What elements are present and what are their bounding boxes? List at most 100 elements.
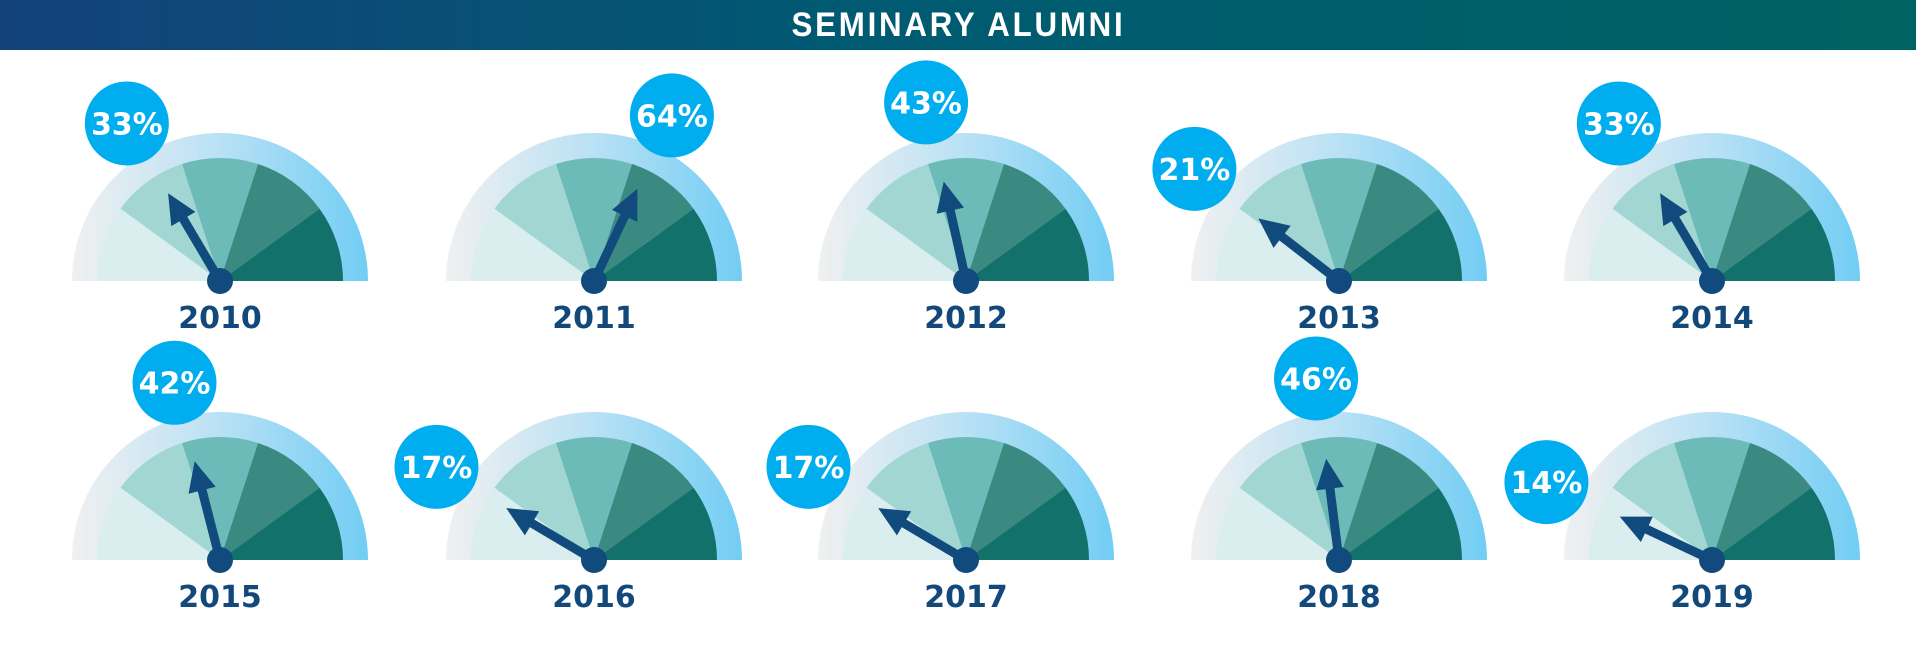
needle-pivot <box>953 268 979 294</box>
gauge-segment <box>1300 158 1378 281</box>
value-bubble <box>84 81 169 166</box>
gauge-segment <box>966 487 1089 560</box>
gauge-segment <box>1712 443 1812 560</box>
gauge-segment <box>1712 164 1812 281</box>
gauge-segment <box>471 208 594 281</box>
gauge-2012: 43% 2012 <box>818 60 1114 336</box>
gauge-segment <box>494 443 594 560</box>
gauge-segment <box>966 208 1089 281</box>
title-bar: SEMINARY ALUMNI <box>0 0 1916 50</box>
gauge-2016: 17% 2016 <box>394 412 742 615</box>
value-label: 33% <box>1583 107 1655 142</box>
gauge-segment <box>220 208 343 281</box>
year-label: 2015 <box>178 580 262 615</box>
value-label: 42% <box>139 367 211 402</box>
needle-pivot <box>1326 547 1352 573</box>
gauge-segment <box>966 164 1066 281</box>
needle-pivot <box>1326 268 1352 294</box>
year-label: 2016 <box>552 580 636 615</box>
gauge-2010: 33% 2010 <box>72 81 368 336</box>
gauge-2011: 64% 2011 <box>446 73 742 336</box>
needle-pivot <box>1699 268 1725 294</box>
value-bubble <box>1504 440 1589 525</box>
gauge-segment <box>1612 164 1712 281</box>
chart-title: SEMINARY ALUMNI <box>791 5 1125 44</box>
value-label: 17% <box>401 451 473 486</box>
year-label: 2011 <box>552 301 636 336</box>
value-label: 64% <box>636 99 708 134</box>
gauge-segment <box>594 208 717 281</box>
gauge-segment <box>594 164 694 281</box>
gauge-segment <box>594 443 694 560</box>
value-bubble <box>132 340 217 425</box>
gauge-segment <box>866 443 966 560</box>
gauge-segment <box>966 443 1066 560</box>
value-label: 33% <box>91 107 163 142</box>
value-bubble <box>766 424 851 509</box>
gauge-segment <box>927 437 1005 560</box>
gauge-segment <box>1339 487 1462 560</box>
needle-arrowhead <box>611 188 638 222</box>
value-label: 21% <box>1158 153 1230 188</box>
year-label: 2013 <box>1297 301 1381 336</box>
needle-arrowhead <box>188 461 216 494</box>
year-label: 2014 <box>1670 301 1754 336</box>
value-label: 46% <box>1280 362 1352 397</box>
gauge-segment <box>843 208 966 281</box>
gauge-2018: 46% 2018 <box>1191 336 1487 615</box>
needle-arrowhead <box>1316 458 1344 491</box>
gauge-segment <box>1339 164 1439 281</box>
gauge-segment <box>1673 436 1751 560</box>
gauge-2014: 33% 2014 <box>1564 81 1860 336</box>
gauge-2013: 21% 2013 <box>1152 126 1487 336</box>
needle-pivot <box>581 547 607 573</box>
needle-arrowhead <box>168 193 196 227</box>
year-label: 2017 <box>924 580 1008 615</box>
gauge-segment <box>1239 443 1339 560</box>
gauge-segment <box>181 437 259 560</box>
year-label: 2019 <box>1670 580 1754 615</box>
needle-arrowhead <box>1258 218 1291 248</box>
needle-pivot <box>1699 547 1725 573</box>
needle-arrowhead <box>506 508 540 536</box>
value-bubble <box>629 73 714 158</box>
gauge-segment <box>555 437 633 560</box>
value-bubble <box>1274 336 1359 421</box>
needle-arrowhead <box>1660 193 1688 227</box>
needle-arrowhead <box>1619 516 1653 543</box>
gauge-segment <box>1712 487 1835 560</box>
needle-pivot <box>207 547 233 573</box>
gauge-2015: 42% 2015 <box>72 340 368 615</box>
gauge-segment <box>555 158 633 281</box>
gauge-segment <box>1216 487 1339 560</box>
gauge-segment <box>1589 208 1712 281</box>
gauge-segment <box>220 443 320 560</box>
gauge-segment <box>866 164 966 281</box>
gauge-segment <box>97 208 220 281</box>
value-bubble <box>394 424 479 509</box>
needle-pivot <box>953 547 979 573</box>
needle-arrowhead <box>936 181 964 214</box>
gauge-segment <box>594 487 717 560</box>
gauge-2017: 17% 2017 <box>766 412 1114 615</box>
value-bubble <box>884 60 969 145</box>
value-label: 43% <box>890 86 962 121</box>
gauge-segment <box>1216 208 1339 281</box>
gauge-segment <box>220 164 320 281</box>
gauge-segment <box>1339 443 1439 560</box>
gauge-segment <box>494 164 594 281</box>
gauge-2019: 14% 2019 <box>1504 412 1860 615</box>
gauge-segment <box>1712 208 1835 281</box>
gauge-segment <box>120 443 220 560</box>
gauge-segment <box>1612 443 1712 560</box>
gauge-segment <box>120 164 220 281</box>
gauge-segment <box>1673 158 1751 281</box>
value-bubble <box>1152 126 1237 211</box>
gauge-segment <box>220 487 343 560</box>
value-label: 14% <box>1511 466 1583 501</box>
gauge-segment <box>181 158 259 281</box>
needle-pivot <box>581 268 607 294</box>
year-label: 2012 <box>924 301 1008 336</box>
year-label: 2010 <box>178 301 262 336</box>
